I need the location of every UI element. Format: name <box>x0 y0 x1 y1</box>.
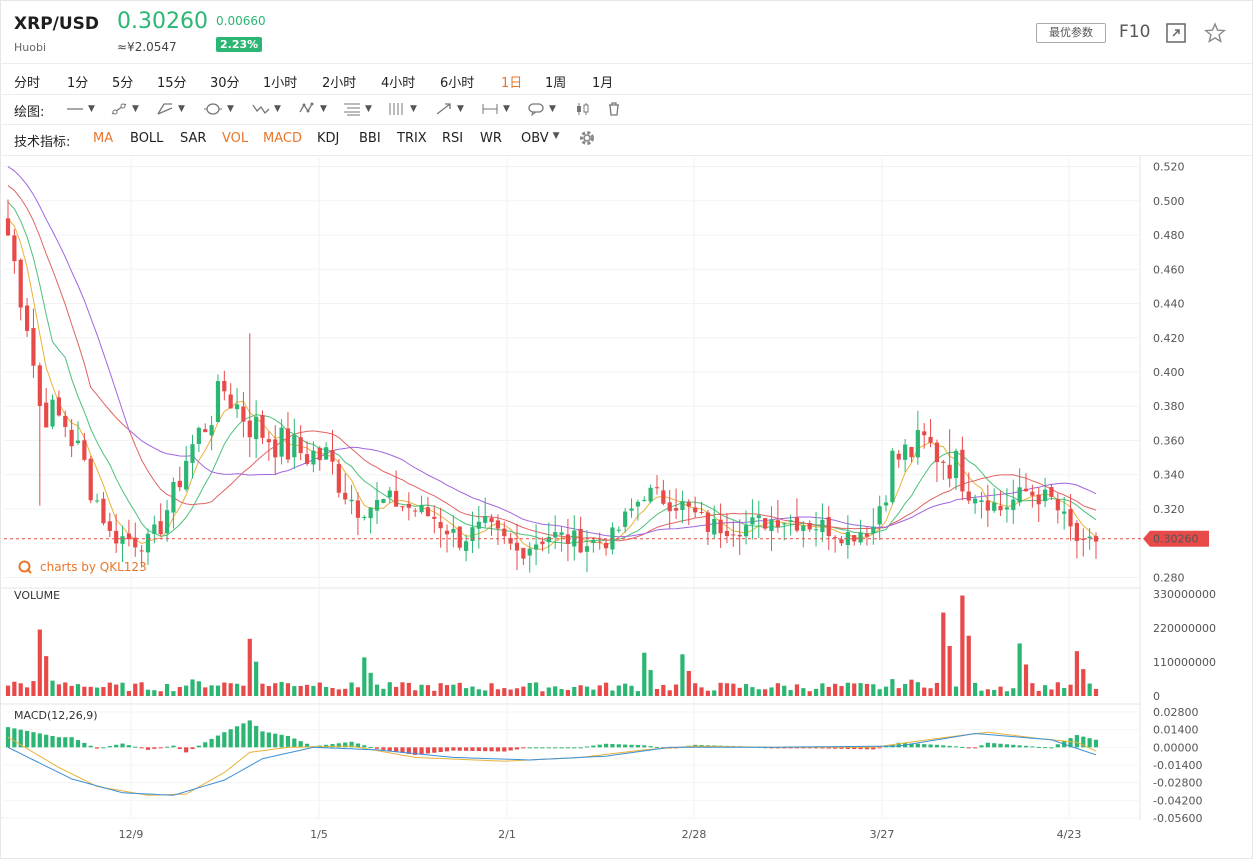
ray-tool[interactable]: ▼ <box>110 99 139 119</box>
range-tool[interactable]: ▼ <box>481 99 510 119</box>
indicator-rsi[interactable]: RSI <box>442 131 464 146</box>
tf-1h[interactable]: 1小时 <box>263 76 298 91</box>
cny-price: ≈¥2.0547 <box>117 40 177 54</box>
indicator-vol[interactable]: VOL <box>222 131 249 146</box>
tf-1mo[interactable]: 1月 <box>592 76 614 91</box>
chevron-down-icon: ▼ <box>88 104 95 114</box>
chevron-down-icon: ▼ <box>552 131 560 141</box>
comment-tool[interactable]: ▼ <box>527 99 556 119</box>
indicator-macd[interactable]: MACD <box>263 131 302 146</box>
indicator-kdj[interactable]: KDJ <box>317 131 340 146</box>
arrow-tool[interactable]: ▼ <box>435 99 464 119</box>
indicator-wr[interactable]: WR <box>480 131 502 146</box>
tf-6h[interactable]: 6小时 <box>440 76 475 91</box>
draw-label: 绘图: <box>14 105 45 120</box>
chevron-down-icon: ▼ <box>365 104 372 114</box>
qkl-logo-icon <box>18 560 32 574</box>
fib-tool[interactable]: ▼ <box>343 99 372 119</box>
chevron-down-icon: ▼ <box>503 104 510 114</box>
chevron-down-icon: ▼ <box>132 104 139 114</box>
chevron-down-icon: ▼ <box>410 104 417 114</box>
tf-4h[interactable]: 4小时 <box>381 76 416 91</box>
chevron-down-icon: ▼ <box>227 104 234 114</box>
divider <box>0 124 1253 125</box>
volume-title: VOLUME <box>14 589 61 602</box>
trash-icon[interactable] <box>606 99 622 119</box>
indicator-sar[interactable]: SAR <box>180 131 207 146</box>
divider <box>0 155 1253 156</box>
ellipse-tool[interactable]: ▼ <box>203 99 234 119</box>
indicator-ma[interactable]: MA <box>93 131 114 146</box>
chevron-down-icon: ▼ <box>457 104 464 114</box>
exchange-name: Huobi <box>14 41 47 54</box>
ticker-header: XRP/USD Huobi 0.30260 ≈¥2.0547 0.00660 2… <box>0 0 1253 64</box>
indicator-obv-label: OBV <box>521 131 549 146</box>
gear-icon[interactable] <box>578 129 596 151</box>
last-price: 0.30260 <box>117 9 208 34</box>
watermark-text: charts by QKL123 <box>40 560 147 574</box>
fullscreen-icon[interactable] <box>1165 22 1187 44</box>
channel-tool[interactable]: ▼ <box>156 99 185 119</box>
tf-15m[interactable]: 15分 <box>157 76 187 91</box>
price-change: 0.00660 <box>216 14 266 28</box>
watermark: charts by QKL123 <box>18 560 147 574</box>
tf-30m[interactable]: 30分 <box>210 76 240 91</box>
wave-tool[interactable]: ▼ <box>252 99 281 119</box>
line-tool[interactable]: ▼ <box>66 99 95 119</box>
chevron-down-icon: ▼ <box>274 104 281 114</box>
tf-2h[interactable]: 2小时 <box>322 76 357 91</box>
gann-tool[interactable]: ▼ <box>388 99 417 119</box>
indicator-obv[interactable]: OBV ▼ <box>521 131 560 146</box>
change-percent-badge: 2.23% <box>216 37 263 52</box>
tf-5m[interactable]: 5分 <box>112 76 134 91</box>
optimal-params-button[interactable]: 最优参数 <box>1036 23 1106 43</box>
tf-fenshi[interactable]: 分时 <box>14 76 41 91</box>
chevron-down-icon: ▼ <box>320 104 327 114</box>
pattern-tool[interactable]: ▼ <box>298 99 327 119</box>
tf-1w[interactable]: 1周 <box>545 76 567 91</box>
indicator-trix[interactable]: TRIX <box>397 131 427 146</box>
macd-title: MACD(12,26,9) <box>14 709 98 722</box>
indicators-label: 技术指标: <box>14 135 71 150</box>
indicator-bbi[interactable]: BBI <box>359 131 381 146</box>
tf-1m[interactable]: 1分 <box>67 76 89 91</box>
chevron-down-icon: ▼ <box>549 104 556 114</box>
indicator-boll[interactable]: BOLL <box>130 131 164 146</box>
tf-1d[interactable]: 1日 <box>501 76 523 91</box>
f10-button[interactable]: F10 <box>1119 22 1151 42</box>
candle-tool[interactable] <box>574 99 592 119</box>
divider <box>0 94 1253 95</box>
star-icon[interactable] <box>1204 22 1226 44</box>
chevron-down-icon: ▼ <box>178 104 185 114</box>
pair-name: XRP/USD <box>14 14 100 34</box>
